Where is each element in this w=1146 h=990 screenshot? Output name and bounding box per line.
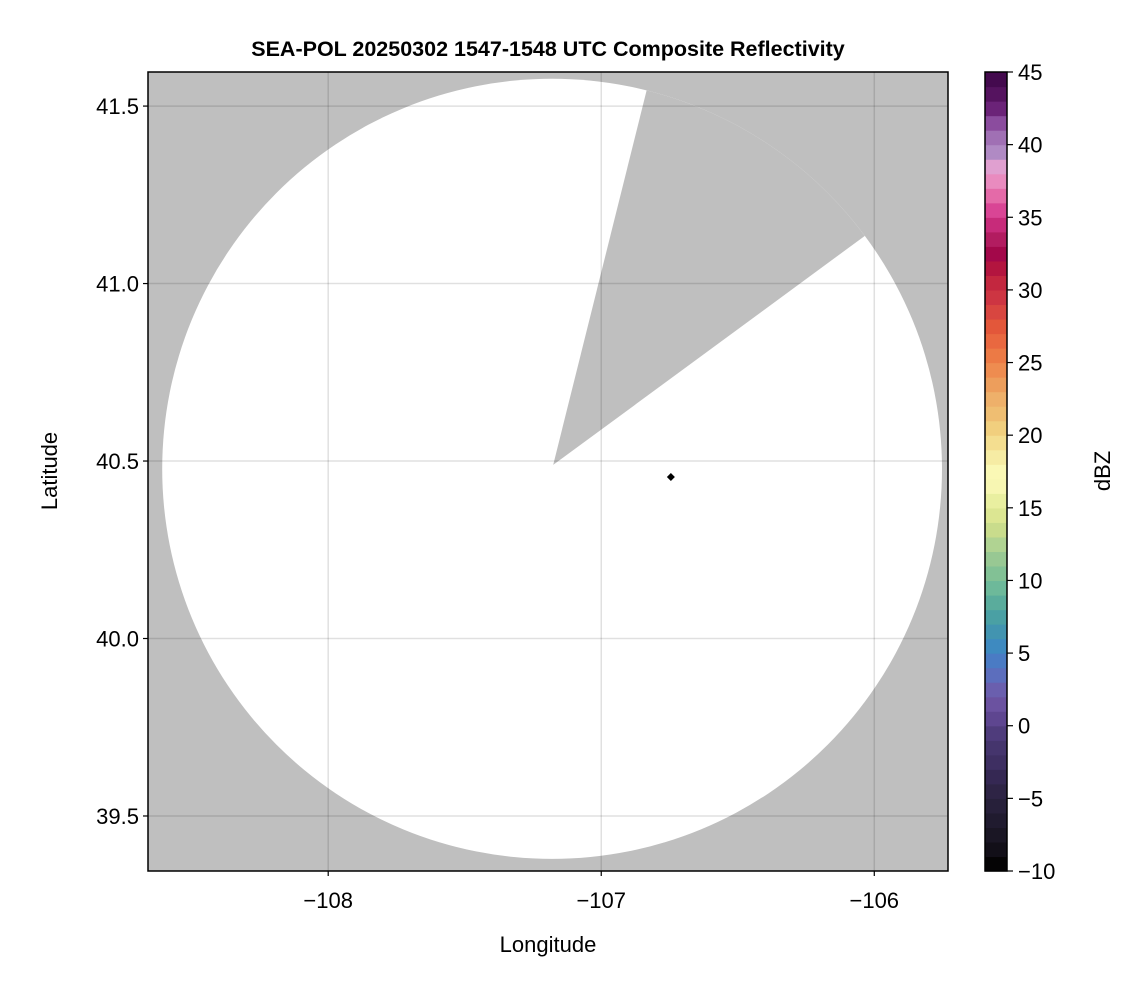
y-axis: 39.5 40.0 40.5 41.0 41.5 [96, 94, 148, 829]
colorbar-frame [984, 71, 1008, 872]
colorbar-band [985, 638, 1007, 654]
colorbar-band [985, 667, 1007, 683]
x-axis: −108 −107 −106 [303, 871, 899, 913]
colorbar-tick-label: 25 [1018, 351, 1042, 376]
colorbar-band [985, 391, 1007, 407]
y-axis-label: Latitude [37, 432, 62, 510]
colorbar-band [985, 653, 1007, 669]
grid [148, 72, 948, 871]
colorbar-band [985, 754, 1007, 770]
colorbar-band [985, 696, 1007, 712]
blocked-sector [553, 78, 942, 465]
colorbar-band [985, 565, 1007, 582]
colorbar-band [985, 333, 1007, 349]
colorbar-tick-label: 30 [1018, 278, 1042, 303]
colorbar-band [985, 464, 1007, 480]
colorbar-band [985, 624, 1007, 640]
colorbar-band [985, 188, 1007, 204]
colorbar-tick-label: 5 [1018, 641, 1030, 666]
colorbar-band [985, 682, 1007, 698]
colorbar-band [985, 377, 1007, 393]
colorbar-band [985, 217, 1007, 233]
colorbar-band [985, 159, 1007, 175]
colorbar-band [985, 72, 1007, 88]
colorbar-band [985, 275, 1007, 291]
radar-site-marker [666, 473, 675, 482]
colorbar: −10 −5 0 5 10 15 20 25 30 35 40 45 [984, 60, 1055, 884]
colorbar-band [985, 740, 1007, 756]
colorbar-band [985, 841, 1007, 858]
colorbar-band [985, 304, 1007, 320]
x-axis-label: Longitude [500, 932, 597, 957]
colorbar-band [985, 594, 1007, 611]
y-tick-label: 40.0 [96, 627, 139, 652]
plot-frame [147, 71, 949, 872]
colorbar-band [985, 783, 1007, 799]
colorbar-band [985, 86, 1007, 102]
colorbar-tick-label: −10 [1018, 859, 1055, 884]
colorbar-band [985, 798, 1007, 814]
x-tick-label: −108 [303, 888, 353, 913]
colorbar-tick-label: −5 [1018, 786, 1043, 811]
colorbar-band [985, 101, 1007, 117]
colorbar-band [985, 449, 1007, 465]
y-tick-label: 40.5 [96, 449, 139, 474]
colorbar-band [985, 769, 1007, 785]
colorbar-tick-label: 15 [1018, 496, 1042, 521]
colorbar-band [985, 260, 1007, 276]
colorbar-band [985, 115, 1007, 131]
y-tick-label: 41.0 [96, 272, 139, 297]
colorbar-band [985, 609, 1007, 625]
colorbar-band [985, 435, 1007, 451]
colorbar-band [985, 812, 1007, 829]
colorbar-band [985, 246, 1007, 262]
colorbar-band [985, 493, 1007, 509]
colorbar-band [985, 580, 1007, 596]
colorbar-band [985, 173, 1007, 189]
colorbar-band [985, 856, 1007, 872]
colorbar-band [985, 362, 1007, 378]
colorbar-tick-label: 35 [1018, 205, 1042, 230]
colorbar-band [985, 507, 1007, 523]
colorbar-tick-label: 10 [1018, 568, 1042, 593]
colorbar-tick-label: 45 [1018, 60, 1042, 85]
colorbar-band [985, 420, 1007, 436]
colorbar-band [985, 318, 1007, 335]
colorbar-tick-label: 0 [1018, 714, 1030, 739]
colorbar-band [985, 725, 1007, 741]
colorbar-band [985, 536, 1007, 552]
colorbar-band [985, 711, 1007, 727]
colorbar-band [985, 551, 1007, 567]
colorbar-band [985, 827, 1007, 843]
colorbar-tick-label: 20 [1018, 423, 1042, 448]
colorbar-band [985, 522, 1007, 538]
colorbar-band [985, 478, 1007, 494]
x-tick-label: −106 [849, 888, 899, 913]
colorbar-label: dBZ [1090, 451, 1115, 491]
colorbar-band [985, 144, 1007, 160]
y-tick-label: 39.5 [96, 804, 139, 829]
colorbar-band [985, 231, 1007, 247]
x-tick-label: −107 [576, 888, 626, 913]
colorbar-band [985, 406, 1007, 422]
y-tick-label: 41.5 [96, 94, 139, 119]
chart-title: SEA-POL 20250302 1547-1548 UTC Composite… [251, 37, 845, 61]
plot-area [148, 72, 948, 871]
colorbar-band [985, 289, 1007, 306]
colorbar-band [985, 348, 1007, 364]
colorbar-band [985, 202, 1007, 218]
colorbar-band [985, 130, 1007, 146]
colorbar-tick-label: 40 [1018, 133, 1042, 158]
